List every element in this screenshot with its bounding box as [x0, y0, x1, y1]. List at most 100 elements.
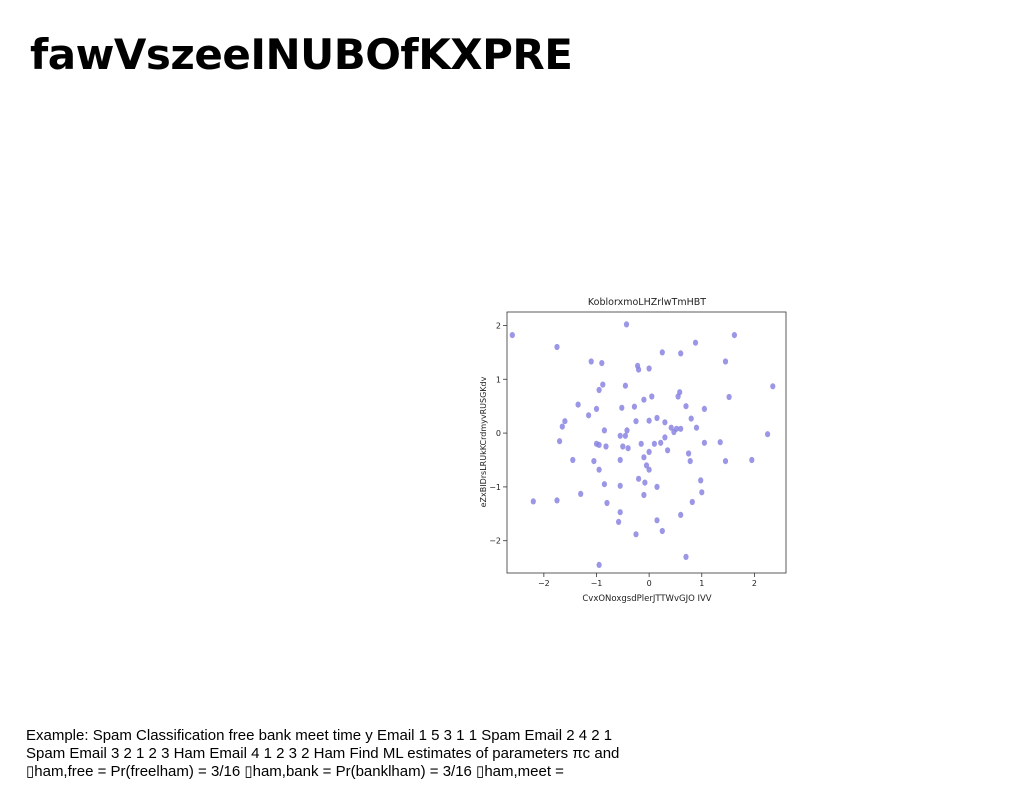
scatter-point [678, 350, 684, 357]
scatter-point [658, 439, 664, 446]
scatter-point [662, 434, 668, 441]
scatter-point [642, 479, 648, 486]
scatter-point [678, 425, 684, 432]
scatter-point [770, 383, 776, 390]
scatter-point [662, 419, 668, 426]
chart-title: KoblorxmoLHZrlwTmHBT [588, 297, 706, 308]
scatter-point [617, 509, 623, 516]
scatter-point [646, 448, 652, 455]
scatter-point [654, 414, 660, 422]
scatter-point [599, 360, 605, 367]
scatter-point [659, 349, 665, 356]
y-tick-label: 0 [496, 429, 501, 438]
scatter-point [616, 518, 622, 525]
caption-line-2: Spam Email 3 2 1 2 3 Ham Email 4 1 2 3 2… [26, 745, 620, 762]
scatter-point [689, 498, 695, 506]
scatter-point [646, 365, 652, 372]
x-axis-ticks: −2 −1 0 1 2 [538, 573, 757, 588]
scatter-point [554, 497, 560, 504]
scatter-point [668, 424, 674, 431]
scatter-point [654, 517, 660, 524]
scatter-point [625, 445, 631, 452]
scatter-point [617, 432, 623, 439]
scatter-point [596, 561, 602, 568]
scatter-point [649, 393, 655, 400]
scatter-point [617, 482, 623, 489]
scatter-point [641, 491, 647, 499]
scatter-point [687, 458, 693, 465]
scatter-point [641, 454, 647, 461]
scatter-point [596, 466, 602, 473]
y-tick-label: 1 [496, 375, 501, 384]
scatter-point [603, 443, 609, 450]
y-tick-label: 2 [496, 321, 501, 330]
x-tick-label: 1 [699, 579, 704, 588]
scatter-point [596, 441, 602, 448]
scatter-point [600, 381, 606, 388]
scatter-point [643, 462, 650, 469]
slide-title: fawVszeeINUBOfKXPRE [30, 30, 573, 79]
y-axis-label: eZxBIDrsLRUkKCrdmyvRUSGKdv [479, 376, 488, 507]
scatter-point [562, 418, 568, 425]
scatter-point [693, 424, 700, 431]
scatter-point [683, 553, 689, 560]
scatter-point [624, 427, 630, 434]
scatter-point [731, 332, 737, 339]
points-layer [509, 321, 776, 568]
scatter-point [588, 358, 594, 365]
x-axis-label: CvxONoxgsdPlerJTTWvGJO IVV [582, 594, 711, 604]
scatter-point [683, 403, 689, 410]
scatter-point [604, 499, 610, 507]
scatter-point [570, 456, 576, 464]
scatter-point [765, 431, 771, 438]
scatter-point [530, 498, 536, 505]
scatter-point [593, 405, 600, 412]
scatter-point [578, 490, 584, 497]
scatter-point [596, 386, 602, 394]
scatter-point [554, 343, 560, 351]
x-tick-label: −1 [591, 579, 603, 588]
scatter-point [699, 489, 705, 496]
scatter-point [619, 404, 625, 411]
scatter-point [620, 443, 626, 450]
scatter-point [575, 401, 581, 408]
scatter-point [617, 456, 623, 464]
scatter-point [749, 456, 755, 464]
scatter-point [623, 321, 630, 328]
slide-caption: Example: Spam Classification free bank m… [26, 727, 726, 781]
scatter-point [675, 393, 681, 400]
scatter-point [622, 432, 628, 439]
scatter-point [591, 458, 597, 465]
scatter-point [559, 423, 565, 430]
x-tick-label: 2 [752, 579, 757, 588]
scatter-point [636, 475, 642, 482]
scatter-point [698, 477, 704, 484]
scatter-point [665, 447, 671, 454]
scatter-point [622, 382, 628, 389]
x-tick-label: −2 [538, 579, 550, 588]
scatter-point [717, 439, 723, 446]
scatter-point [646, 417, 652, 424]
scatter-point [651, 440, 657, 447]
scatter-point [601, 481, 607, 488]
caption-line-1: Example: Spam Classification free bank m… [26, 727, 613, 744]
scatter-point [726, 393, 732, 401]
scatter-point [659, 527, 665, 535]
scatter-point [633, 531, 639, 538]
scatter-point [638, 440, 644, 447]
y-axis-ticks: −2 −1 0 1 2 [489, 321, 507, 546]
scatter-point [722, 358, 729, 365]
scatter-point [601, 427, 607, 434]
scatter-point [673, 425, 680, 432]
y-tick-label: −1 [489, 483, 501, 492]
scatter-point [722, 458, 729, 465]
scatter-point [688, 415, 694, 422]
scatter-point [633, 418, 639, 425]
scatter-chart: KoblorxmoLHZrlwTmHBT −2 −1 0 1 2 −2 −1 0 1 2 Cvx… [470, 290, 800, 610]
scatter-point [692, 339, 699, 346]
scatter-point [678, 511, 684, 518]
scatter-point [686, 450, 692, 457]
plot-frame [506, 311, 787, 574]
scatter-point [646, 466, 652, 473]
y-tick-label: −2 [489, 537, 501, 546]
